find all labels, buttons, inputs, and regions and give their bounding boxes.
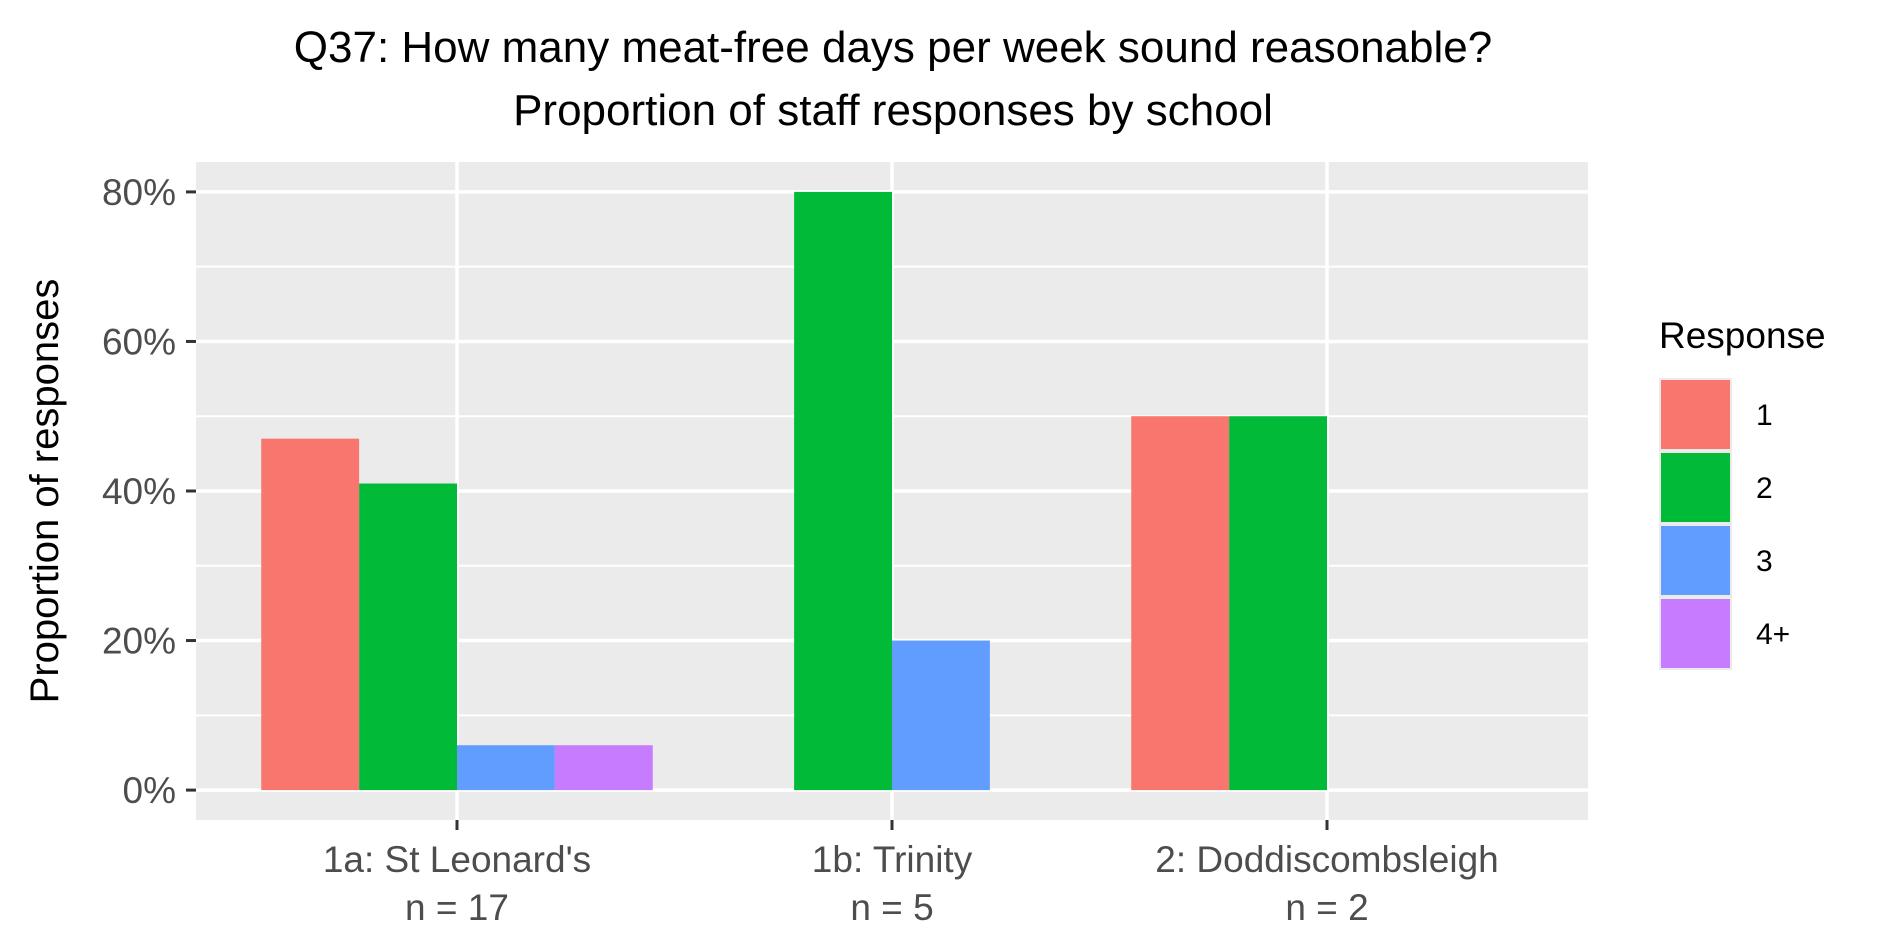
x-tick-sample-size: n = 2 bbox=[1285, 887, 1368, 928]
x-axis: 1a: St Leonard's n = 17 1b: Trinity n = 5 2:… bbox=[323, 820, 1499, 928]
bar bbox=[1229, 416, 1327, 791]
chart-title: Q37: How many meat-free days per week so… bbox=[294, 23, 1492, 72]
bar bbox=[794, 191, 892, 791]
y-tick-label: 40% bbox=[102, 471, 176, 512]
y-tick-label: 60% bbox=[102, 321, 176, 362]
y-tick-label: 20% bbox=[102, 621, 176, 662]
x-tick-label: 2: Doddiscombsleigh bbox=[1155, 839, 1498, 880]
chart-subtitle: Proportion of staff responses by school bbox=[513, 86, 1273, 135]
y-axis: 0% 20% 40% 60% 80% bbox=[102, 172, 196, 811]
legend-swatch bbox=[1661, 380, 1730, 449]
legend-title: Response bbox=[1659, 315, 1826, 356]
bar bbox=[261, 438, 360, 791]
bar bbox=[1131, 416, 1230, 791]
bars bbox=[261, 191, 1327, 791]
legend-label: 1 bbox=[1756, 399, 1773, 432]
x-tick-label: 1b: Trinity bbox=[812, 839, 973, 880]
legend-swatch bbox=[1661, 453, 1730, 522]
legend: Response 1 2 3 4+ bbox=[1659, 315, 1826, 670]
x-tick-sample-size: n = 17 bbox=[405, 887, 509, 928]
legend-swatch bbox=[1661, 599, 1730, 668]
bar bbox=[359, 483, 457, 791]
y-tick-label: 0% bbox=[123, 770, 176, 811]
bar bbox=[457, 745, 555, 791]
bar bbox=[554, 745, 653, 791]
x-tick-sample-size: n = 5 bbox=[850, 887, 933, 928]
legend-label: 2 bbox=[1756, 472, 1773, 505]
legend-label: 3 bbox=[1756, 545, 1773, 578]
y-tick-label: 80% bbox=[102, 172, 176, 213]
y-axis-title: Proportion of responses bbox=[23, 279, 67, 704]
legend-swatch bbox=[1661, 526, 1730, 595]
x-tick-label: 1a: St Leonard's bbox=[323, 839, 591, 880]
bar bbox=[892, 640, 990, 791]
legend-label: 4+ bbox=[1756, 618, 1790, 651]
